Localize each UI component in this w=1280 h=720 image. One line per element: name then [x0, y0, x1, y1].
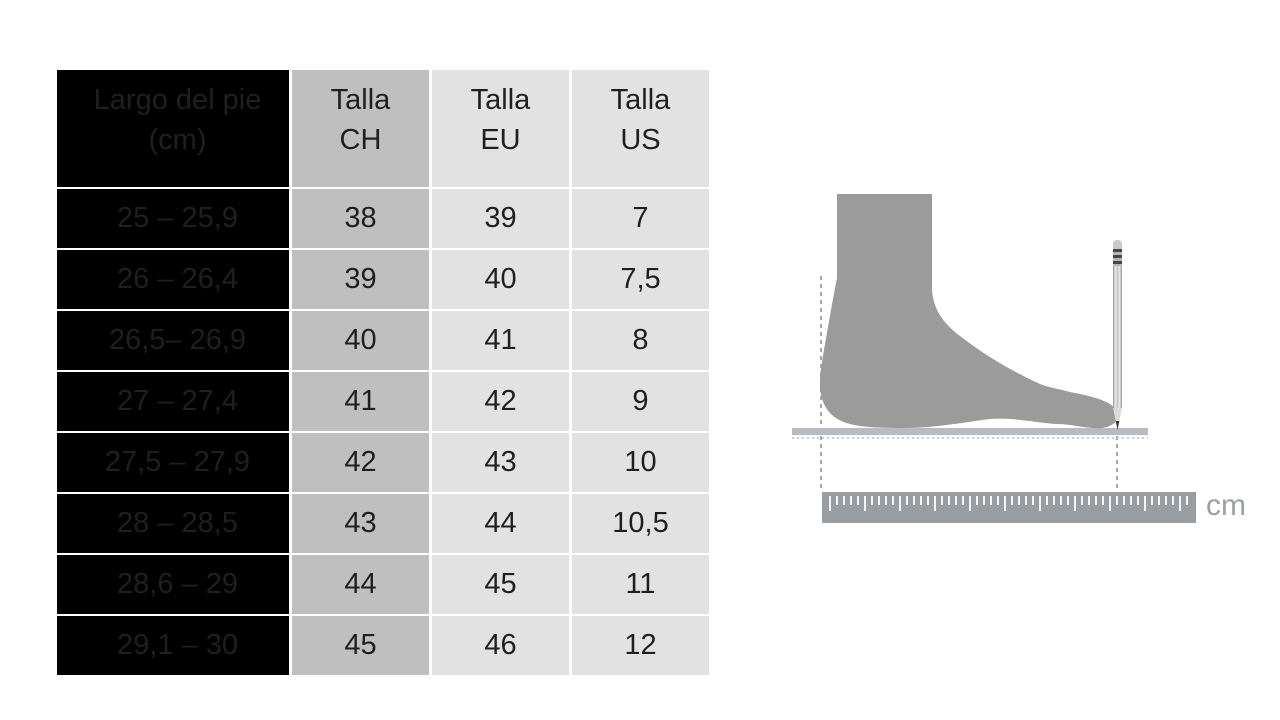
cell-size-eu: 40 [432, 250, 569, 309]
ground-line [792, 428, 1148, 435]
pencil-ferrule [1113, 249, 1122, 266]
foot-silhouette-path [819, 194, 1118, 429]
pencil-icon [1113, 240, 1122, 430]
header-talla-ch: Talla CH [292, 70, 429, 187]
cell-size-us: 11 [572, 555, 709, 614]
toe-measure-dashed-line [1116, 436, 1118, 492]
cell-size-eu: 39 [432, 189, 569, 248]
cell-size-eu: 43 [432, 433, 569, 492]
table-row: 27,5 – 27,9 42 43 10 [57, 433, 709, 492]
pencil-tip [1113, 408, 1122, 430]
cell-foot-length-range: 26 – 26,4 [57, 250, 289, 309]
cell-size-eu: 46 [432, 616, 569, 675]
cell-foot-length-range: 28 – 28,5 [57, 494, 289, 553]
cell-foot-length-range: 27,5 – 27,9 [57, 433, 289, 492]
header-talla-eu: Talla EU [432, 70, 569, 187]
cell-size-ch: 38 [292, 189, 429, 248]
size-chart-table: Largo del pie (cm) Talla CH Talla EU Talla U… [54, 68, 712, 677]
table-row: 25 – 25,9 38 39 7 [57, 189, 709, 248]
table-row: 26,5– 26,9 40 41 8 [57, 311, 709, 370]
cell-foot-length-range: 25 – 25,9 [57, 189, 289, 248]
cell-foot-length-range: 29,1 – 30 [57, 616, 289, 675]
header-line: Talla [610, 84, 671, 116]
header-line: EU [480, 124, 521, 156]
table-row: 26 – 26,4 39 40 7,5 [57, 250, 709, 309]
cell-size-us: 7 [572, 189, 709, 248]
cell-size-us: 8 [572, 311, 709, 370]
cell-size-us: 9 [572, 372, 709, 431]
header-talla-us: Talla US [572, 70, 709, 187]
ruler-icon [822, 492, 1196, 523]
cell-size-ch: 43 [292, 494, 429, 553]
cell-size-eu: 45 [432, 555, 569, 614]
cell-foot-length-range: 28,6 – 29 [57, 555, 289, 614]
header-line: Talla [470, 84, 531, 116]
ruler-unit-label: cm [1206, 489, 1246, 522]
cell-size-us: 10,5 [572, 494, 709, 553]
cell-size-eu: 42 [432, 372, 569, 431]
cell-size-eu: 41 [432, 311, 569, 370]
header-line: CH [339, 124, 382, 156]
header-line: Talla [330, 84, 391, 116]
cell-size-ch: 40 [292, 311, 429, 370]
header-line: Largo del pie [93, 84, 262, 116]
table-row: 29,1 – 30 45 46 12 [57, 616, 709, 675]
foot-silhouette-icon [819, 194, 1118, 429]
header-line: US [620, 124, 661, 156]
cell-foot-length-range: 26,5– 26,9 [57, 311, 289, 370]
table-body: 25 – 25,9 38 39 7 26 – 26,4 39 40 7,5 26… [57, 189, 709, 675]
ground-dotted-line [792, 437, 1148, 439]
header-foot-length: Largo del pie (cm) [57, 70, 289, 187]
cell-foot-length-range: 27 – 27,4 [57, 372, 289, 431]
cell-size-us: 7,5 [572, 250, 709, 309]
pencil-body [1113, 266, 1122, 408]
cell-size-eu: 44 [432, 494, 569, 553]
header-line: (cm) [148, 124, 207, 156]
cell-size-ch: 45 [292, 616, 429, 675]
header-row: Largo del pie (cm) Talla CH Talla EU Talla U… [57, 70, 709, 187]
cell-size-ch: 41 [292, 372, 429, 431]
cell-size-ch: 42 [292, 433, 429, 492]
table-row: 27 – 27,4 41 42 9 [57, 372, 709, 431]
heel-measure-dashed-line [820, 276, 822, 492]
cell-size-ch: 39 [292, 250, 429, 309]
table-header: Largo del pie (cm) Talla CH Talla EU Talla U… [57, 70, 709, 187]
table-row: 28,6 – 29 44 45 11 [57, 555, 709, 614]
cell-size-ch: 44 [292, 555, 429, 614]
table-row: 28 – 28,5 43 44 10,5 [57, 494, 709, 553]
cell-size-us: 12 [572, 616, 709, 675]
cell-size-us: 10 [572, 433, 709, 492]
pencil-eraser [1113, 240, 1122, 249]
